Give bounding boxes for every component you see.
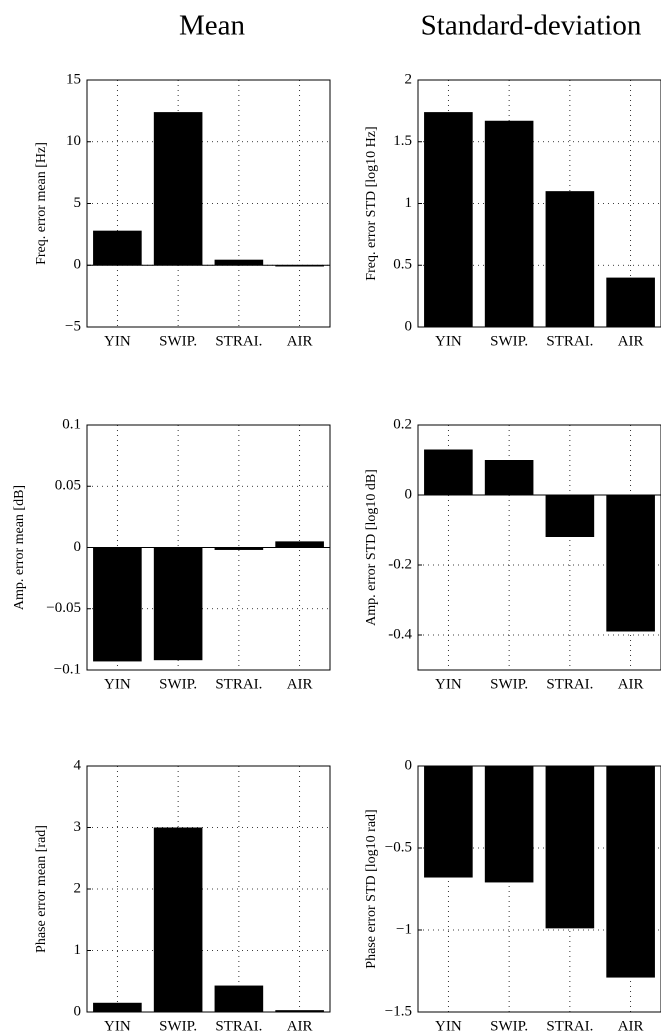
x-tick-label: SWIP. xyxy=(490,676,528,692)
x-tick-label: AIR xyxy=(287,333,313,349)
y-axis-label: Phase error mean [rad] xyxy=(34,825,49,953)
x-tick-label: AIR xyxy=(618,676,644,692)
y-tick-label: 1 xyxy=(74,942,82,958)
y-axis-label: Freq. error STD [log10 Hz] xyxy=(364,126,379,280)
bar xyxy=(424,112,473,327)
x-tick-label: YIN xyxy=(435,333,462,349)
y-tick-label: 2 xyxy=(74,880,82,896)
y-tick-label: 0 xyxy=(405,486,413,502)
x-tick-label: SWIP. xyxy=(159,676,197,692)
bar xyxy=(484,766,534,883)
axes-frame xyxy=(86,424,331,671)
x-tick-label: YIN xyxy=(104,676,131,692)
y-tick-label: 1 xyxy=(405,195,413,211)
y-axis-label: Amp. error STD [log10 dB] xyxy=(364,469,379,626)
bar xyxy=(153,547,203,661)
y-tick-label: 0 xyxy=(74,539,82,555)
y-tick-label: 1.5 xyxy=(393,133,412,149)
y-tick-label: 0 xyxy=(405,757,413,773)
y-tick-label: −1 xyxy=(396,921,412,937)
x-tick-label: AIR xyxy=(287,1018,313,1034)
bar xyxy=(153,112,203,266)
axes-frame xyxy=(86,765,331,1013)
x-tick-label: YIN xyxy=(104,333,131,349)
y-tick-label: −0.5 xyxy=(385,839,412,855)
y-tick-label: 0.2 xyxy=(393,416,412,432)
x-tick-label: AIR xyxy=(618,333,644,349)
x-tick-label: SWIP. xyxy=(159,1018,197,1034)
x-tick-label: STRAI. xyxy=(546,676,593,692)
bar xyxy=(275,265,324,267)
bar xyxy=(424,449,473,495)
bar xyxy=(214,259,264,266)
x-tick-label: AIR xyxy=(618,1018,644,1034)
y-tick-label: −0.05 xyxy=(46,600,81,616)
x-tick-label: STRAI. xyxy=(546,333,593,349)
bar xyxy=(275,1010,324,1012)
bar xyxy=(545,766,595,929)
bar xyxy=(214,985,264,1012)
y-tick-label: 0 xyxy=(405,318,413,334)
bar xyxy=(214,547,264,550)
x-tick-label: STRAI. xyxy=(215,1018,262,1034)
y-tick-label: 15 xyxy=(66,71,81,87)
column-title: Standard-deviation xyxy=(421,10,642,42)
bar xyxy=(606,277,655,327)
x-tick-label: STRAI. xyxy=(215,676,262,692)
y-axis-label: Freq. error mean [Hz] xyxy=(34,142,49,265)
y-tick-label: 0.05 xyxy=(55,478,81,494)
bar xyxy=(93,1002,142,1012)
y-axis-label: Amp. error mean [dB] xyxy=(12,485,27,610)
y-tick-label: 10 xyxy=(66,133,81,149)
y-tick-label: 0.1 xyxy=(62,416,81,432)
bar xyxy=(93,230,142,266)
y-tick-label: 0.5 xyxy=(393,257,412,273)
y-tick-label: 0 xyxy=(74,1003,82,1019)
bar xyxy=(153,827,203,1012)
y-tick-label: −5 xyxy=(65,318,81,334)
bar xyxy=(275,541,324,548)
x-tick-label: STRAI. xyxy=(546,1018,593,1034)
y-tick-label: -0.4 xyxy=(388,626,412,642)
axes-frame xyxy=(417,424,661,671)
bar xyxy=(545,495,595,537)
x-tick-label: AIR xyxy=(287,676,313,692)
y-tick-label: −1.5 xyxy=(385,1003,412,1019)
x-tick-label: SWIP. xyxy=(490,333,528,349)
y-tick-label: 5 xyxy=(74,195,82,211)
bar xyxy=(484,460,534,495)
axes-frame xyxy=(417,765,661,1013)
y-tick-label: −0.1 xyxy=(54,661,81,677)
bar xyxy=(606,766,655,978)
y-tick-label: 4 xyxy=(74,757,82,773)
axes-frame xyxy=(417,79,661,328)
x-tick-label: SWIP. xyxy=(490,1018,528,1034)
bar xyxy=(606,495,655,632)
y-tick-label: 0 xyxy=(74,257,82,273)
column-title: Mean xyxy=(179,10,246,42)
y-tick-label: 2 xyxy=(405,71,413,87)
x-tick-label: STRAI. xyxy=(215,333,262,349)
x-tick-label: YIN xyxy=(435,676,462,692)
x-tick-label: SWIP. xyxy=(159,333,197,349)
axes-frame xyxy=(86,79,331,328)
x-tick-label: YIN xyxy=(435,1018,462,1034)
bar xyxy=(484,120,534,327)
y-tick-label: 3 xyxy=(74,819,82,835)
bar xyxy=(93,547,142,662)
y-axis-label: Phase error STD [log10 rad] xyxy=(364,809,379,968)
x-tick-label: YIN xyxy=(104,1018,131,1034)
bar xyxy=(424,766,473,878)
y-tick-label: -0.2 xyxy=(388,556,412,572)
bar xyxy=(545,191,595,327)
